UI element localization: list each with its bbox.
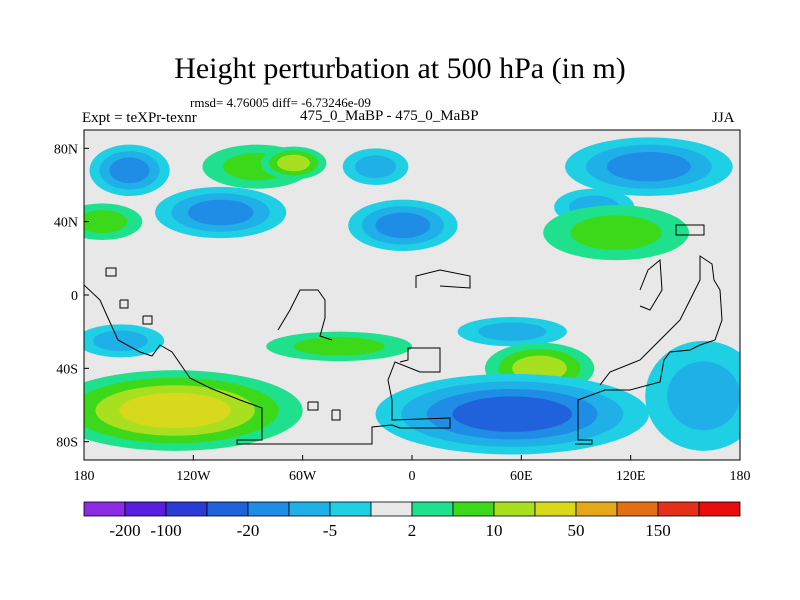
coast-island-g — [331, 409, 341, 421]
colorbar-label-1: -100 — [150, 521, 181, 540]
y-axis: 80N 40N 0 40S 80S — [54, 142, 89, 451]
coast-island-c — [105, 267, 117, 277]
x-tick-label-5: 120E — [616, 469, 646, 484]
colorbar-swatch-9 — [452, 501, 495, 517]
x-tick-label-6: 180 — [730, 469, 751, 484]
colorbar-swatch-6 — [329, 501, 372, 517]
contour-region-10-1 — [478, 322, 547, 341]
colorbar-swatch-1 — [124, 501, 167, 517]
comparison-label: 475_0_MaBP - 475_0_MaBP — [300, 108, 479, 124]
colorbar-label-3: -5 — [323, 521, 337, 540]
colorbar-label-7: 150 — [645, 521, 671, 540]
coast-central — [277, 289, 333, 341]
coast-asia-north — [415, 269, 471, 289]
colorbar-label-5: 10 — [486, 521, 503, 540]
contour-region-11-1 — [293, 337, 385, 356]
coast-island-f — [307, 401, 319, 411]
x-tick-label-3: 0 — [409, 469, 416, 484]
colorbar-swatch-13 — [616, 501, 659, 517]
contour-region-13-3 — [119, 392, 231, 429]
contour-region-8-2 — [375, 212, 431, 239]
contour-region-3-1 — [355, 155, 397, 179]
colorbar-swatch-2 — [165, 501, 208, 517]
y-tick-label-0: 80N — [54, 142, 78, 157]
contour-region-15-3 — [452, 396, 573, 432]
x-tick-label-2: 60W — [289, 469, 317, 484]
contour-region-0-2 — [109, 157, 150, 184]
contour-region-4-2 — [606, 152, 691, 182]
colorbar-label-0: -200 — [109, 521, 140, 540]
colorbar-label-4: 2 — [408, 521, 417, 540]
map-title: Height perturbation at 500 hPa (in m) — [174, 52, 626, 85]
x-tick-label-1: 120W — [176, 469, 211, 484]
coast-island-a — [639, 258, 663, 311]
colorbar-label-2: -20 — [237, 521, 260, 540]
coast-island-b — [675, 224, 705, 236]
contour-region-6-1 — [84, 210, 128, 234]
colorbar-swatch-5 — [288, 501, 331, 517]
y-tick-label-3: 40S — [56, 362, 78, 377]
coast-americas — [84, 284, 451, 445]
colorbar-swatch-4 — [247, 501, 290, 517]
colorbar-swatch-0 — [83, 501, 126, 517]
colorbar-swatch-8 — [411, 501, 454, 517]
stats-text: rmsd= 4.76005 diff= -6.73246e-09 — [190, 95, 371, 110]
contour-region-2-2 — [277, 154, 310, 172]
colorbar-swatch-7 — [370, 501, 413, 517]
colorbar-swatch-11 — [534, 501, 577, 517]
x-tick-label-4: 60E — [510, 469, 533, 484]
season-label: JJA — [712, 110, 735, 126]
contour-region-16-1 — [667, 361, 740, 431]
y-tick-label-2: 0 — [71, 289, 78, 304]
contour-field — [84, 137, 740, 455]
colorbar: -200 -100 -20 -5 2 10 50 150 — [83, 501, 741, 540]
colorbar-swatch-15 — [698, 501, 741, 517]
x-axis: 180 120W 60W 0 60E 120E 180 — [74, 455, 751, 484]
contour-region-7-2 — [187, 199, 254, 226]
colorbar-swatch-12 — [575, 501, 618, 517]
colorbar-swatch-14 — [657, 501, 700, 517]
coastline — [84, 224, 723, 445]
coast-east — [575, 255, 723, 445]
y-tick-label-1: 40N — [54, 216, 78, 231]
coast-island-d — [119, 299, 129, 309]
x-tick-label-0: 180 — [74, 469, 95, 484]
experiment-label: Expt = teXPr-texnr — [82, 110, 197, 126]
colorbar-swatch-3 — [206, 501, 249, 517]
contour-region-9-1 — [570, 215, 662, 250]
y-tick-label-4: 80S — [56, 436, 78, 451]
colorbar-swatch-10 — [493, 501, 536, 517]
coast-island-e — [142, 315, 153, 325]
colorbar-label-6: 50 — [568, 521, 585, 540]
